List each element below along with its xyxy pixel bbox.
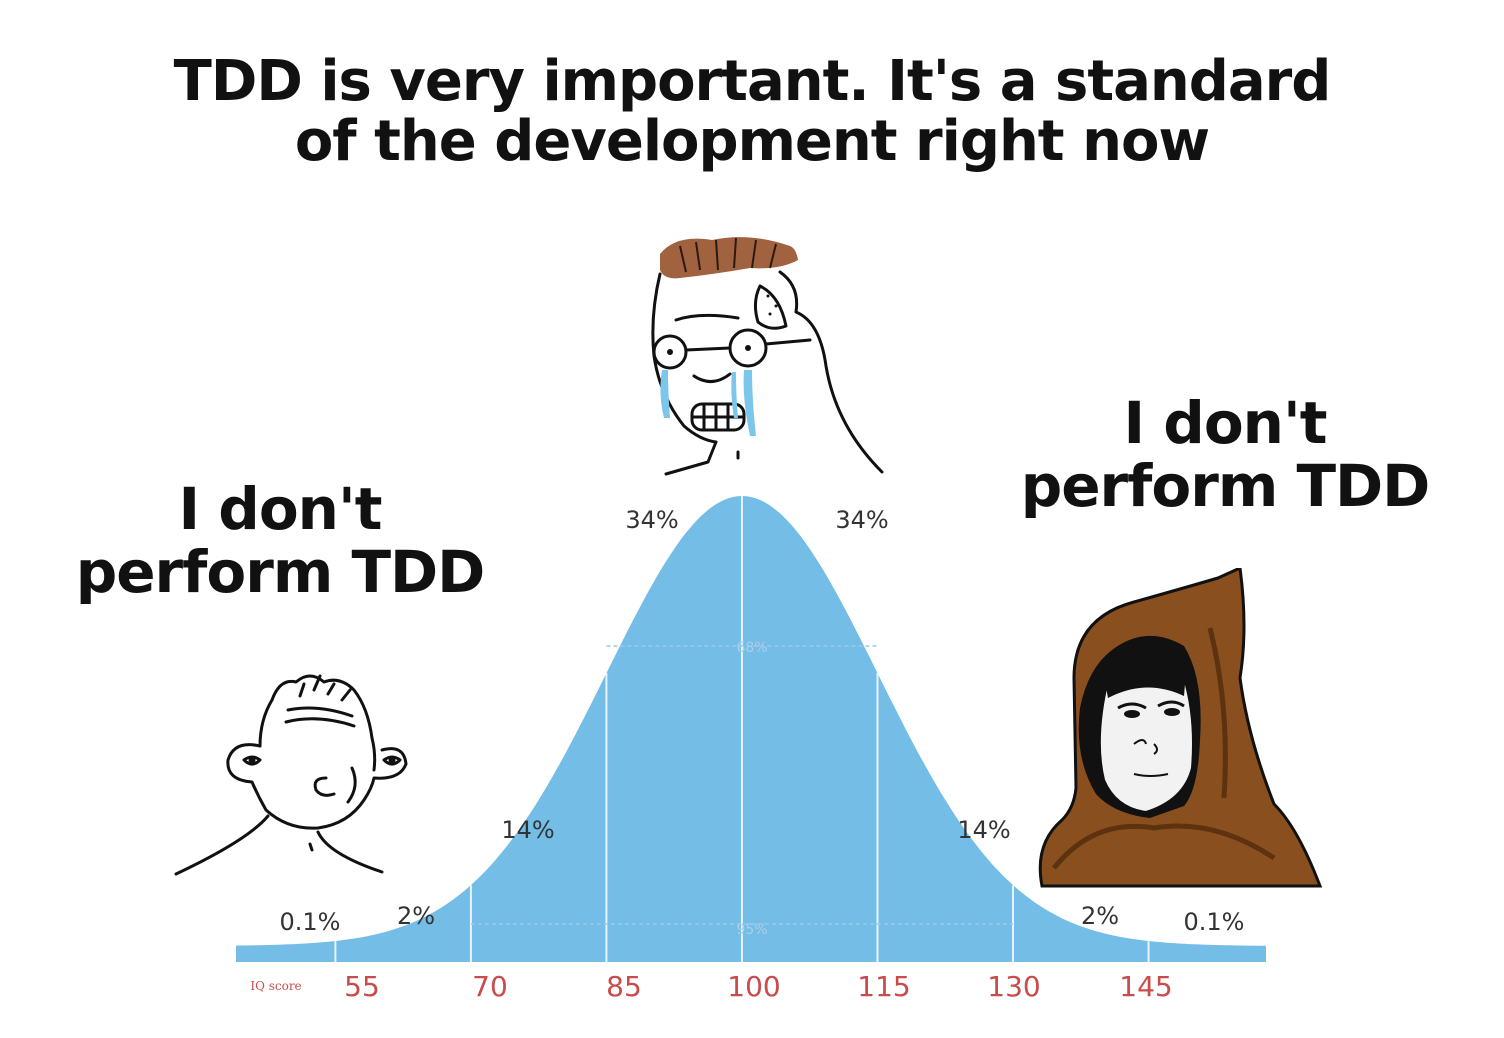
x-tick-145: 145: [1119, 970, 1172, 1003]
x-tick-85: 85: [606, 970, 642, 1003]
segment-label-0: 0.1%: [280, 908, 341, 936]
bell-curve-area: [236, 496, 1266, 962]
sd-lines: [334, 496, 1150, 962]
segment-label-1: 2%: [397, 902, 435, 930]
segment-label-3: 34%: [625, 506, 678, 534]
x-tick-55: 55: [344, 970, 380, 1003]
inner-label-95: 95%: [736, 922, 767, 938]
segment-label-6: 2%: [1081, 902, 1119, 930]
wojak-crying-glasses-icon: [651, 237, 884, 476]
x-tick-100: 100: [727, 970, 780, 1003]
segment-label-2: 14%: [501, 816, 554, 844]
top-caption-line-1: TDD is very important. It's a standard: [173, 49, 1332, 114]
wojak-simple-icon: [174, 674, 408, 876]
x-tick-130: 130: [987, 970, 1040, 1003]
wojak-hooded-monk-icon: [1038, 568, 1323, 888]
percentage-brackets: [470, 645, 1014, 925]
right-caption-line-2: perform TDD: [1020, 451, 1431, 520]
x-tick-115: 115: [857, 970, 910, 1003]
inner-label-68: 68%: [736, 640, 767, 656]
left-caption-line-1: I don't: [178, 475, 383, 543]
segment-label-7: 0.1%: [1184, 908, 1245, 936]
segment-label-5: 14%: [957, 816, 1010, 844]
left-caption-line-2: perform TDD: [75, 537, 486, 606]
right-caption-line-1: I don't: [1123, 389, 1328, 457]
top-caption-line-2: of the development right now: [294, 109, 1210, 175]
x-tick-70: 70: [472, 970, 508, 1003]
top-caption: TDD is very important. It's a standard o…: [0, 49, 1504, 175]
x-axis-label: IQ score: [250, 979, 301, 993]
left-caption: I don't perform TDD: [40, 478, 520, 603]
segment-label-4: 34%: [835, 506, 888, 534]
right-caption: I don't perform TDD: [990, 392, 1460, 517]
